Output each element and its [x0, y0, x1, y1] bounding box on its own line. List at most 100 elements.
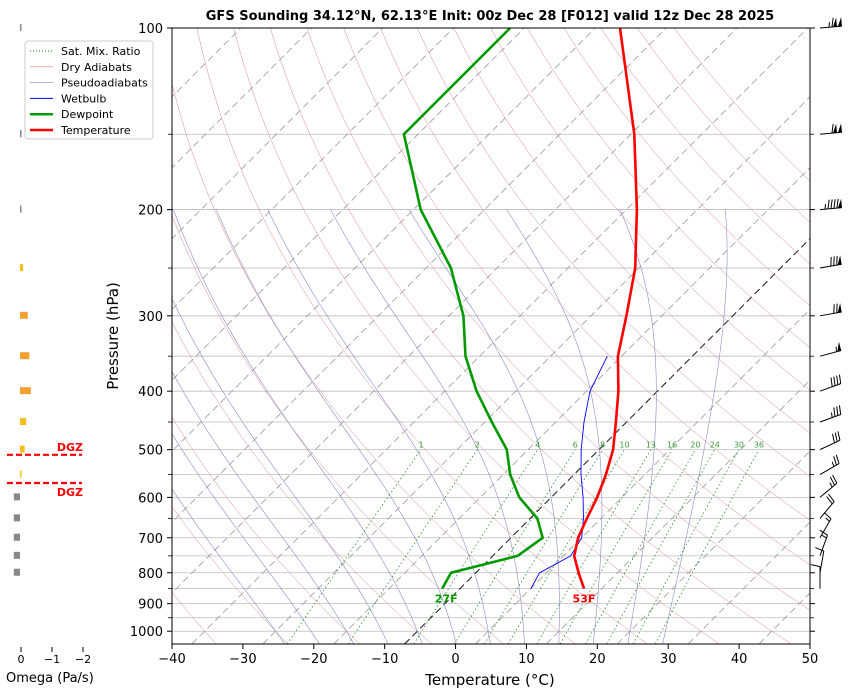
barb-full — [830, 199, 833, 209]
dry-adiabat-0 — [172, 321, 432, 644]
dry-adiabat-40 — [233, 28, 720, 644]
barb-full — [838, 405, 842, 415]
legend: Sat. Mix. Ratio Dry Adiabats Pseudoadiabat… — [24, 40, 154, 140]
barb-full — [836, 375, 839, 385]
isotherm-0 — [404, 237, 810, 644]
omega-bar — [13, 551, 20, 559]
x-tick-label: 0 — [451, 652, 459, 667]
y-tick-label: 900 — [138, 598, 163, 613]
dry-adiabat-30 — [196, 28, 648, 644]
barb-full — [838, 374, 842, 384]
barb-full — [832, 474, 838, 484]
mixing-ratio-line-6 — [454, 449, 576, 644]
pseudoadiabat-10 — [267, 209, 491, 644]
wind-barb — [819, 431, 841, 451]
barb-shaft — [819, 414, 841, 423]
barb-full — [834, 432, 838, 442]
y-axis-label: Pressure (hPa) — [104, 282, 122, 390]
wind-barb — [819, 374, 842, 392]
dgz-label: DGZ — [57, 486, 83, 499]
mixing-ratio-line-30 — [632, 449, 740, 644]
omega-bar — [20, 205, 22, 213]
isotherm-40 — [687, 521, 810, 644]
mixing-ratio-label: 4 — [535, 441, 540, 450]
isotherm-50 — [758, 592, 810, 644]
pseudoadiabat-30 — [619, 209, 657, 644]
barb-half — [825, 517, 830, 522]
pseudoadiabat-0 — [173, 209, 423, 644]
dry-adiabat-100 — [453, 28, 810, 434]
barb-full — [829, 476, 835, 486]
barb-full — [826, 496, 833, 505]
wind-barb — [819, 123, 842, 135]
barb-full — [833, 376, 836, 386]
wind-barb — [819, 493, 835, 519]
y-tick-label: 200 — [138, 204, 163, 219]
chart-title: GFS Sounding 34.12°N, 62.13°E Init: 00z … — [206, 9, 774, 24]
mixing-ratio-label: 24 — [710, 441, 720, 450]
mixing-ratio-line-8 — [483, 449, 604, 644]
y-tick-label: 300 — [138, 310, 163, 325]
mixing-ratio-label: 1 — [418, 441, 423, 450]
barb-full — [837, 431, 841, 441]
legend-entry: Dewpoint — [61, 108, 114, 121]
wind-barb — [819, 512, 832, 539]
y-tick-label: 600 — [138, 491, 163, 506]
pseudoadiabat-35 — [662, 209, 728, 644]
pseudoadiabat--15 — [172, 433, 320, 644]
wind-barb — [810, 564, 821, 589]
x-axis-label: Temperature (°C) — [424, 671, 554, 689]
x-tick-label: 10 — [518, 652, 535, 667]
legend-entry: Wetbulb — [61, 92, 106, 105]
barb-shaft — [819, 463, 840, 476]
y-tick-label: 100 — [138, 22, 163, 37]
surface-temperature-label: 53F — [573, 593, 596, 606]
isotherm--20 — [262, 96, 810, 644]
pseudoadiabat-25 — [506, 209, 603, 644]
wind-barb — [819, 474, 838, 498]
isotherm--40 — [172, 28, 738, 594]
barb-full — [833, 199, 836, 209]
wind-barb — [819, 454, 840, 476]
omega-bar — [20, 311, 28, 319]
barb-half — [829, 482, 833, 488]
dry-adiabat-10 — [172, 214, 504, 644]
omega-bar — [20, 418, 27, 426]
barb-half — [831, 461, 835, 467]
legend-entry: Dry Adiabats — [61, 61, 132, 74]
barb-flag — [837, 255, 842, 265]
y-tick-label: 800 — [138, 567, 163, 582]
plot-frame — [171, 27, 811, 645]
wind-barb — [819, 341, 842, 357]
omega-tick-label: −1 — [44, 653, 60, 666]
barb-full — [831, 123, 834, 134]
barb-full — [836, 406, 839, 416]
pseudoadiabat--20 — [172, 488, 286, 644]
barb-full — [832, 433, 835, 443]
wind-barb — [815, 547, 825, 573]
barb-half — [821, 534, 827, 539]
omega-tick-label: −2 — [75, 653, 91, 666]
y-tick-label: 400 — [138, 385, 163, 400]
barb-full — [831, 17, 834, 28]
dry-adiabat-120 — [527, 28, 810, 349]
barb-half — [824, 204, 827, 210]
dry-adiabat-20 — [172, 82, 576, 644]
barb-full — [810, 564, 821, 568]
barb-half — [830, 412, 833, 418]
omega-bar — [20, 470, 22, 478]
temperature-line — [572, 28, 639, 590]
x-tick-label: −20 — [300, 652, 327, 667]
barb-flag — [837, 123, 842, 133]
dry-adiabat--20 — [172, 506, 289, 644]
omega-bar — [20, 445, 25, 453]
barb-shaft — [819, 25, 842, 29]
wind-barb — [819, 303, 842, 317]
mixing-ratio-label: 13 — [646, 441, 656, 450]
dry-adiabat--30 — [172, 592, 217, 644]
wind-barb — [819, 529, 828, 557]
barb-flag — [837, 198, 842, 209]
dewpoint-line — [402, 28, 544, 590]
omega-bar — [20, 352, 30, 360]
